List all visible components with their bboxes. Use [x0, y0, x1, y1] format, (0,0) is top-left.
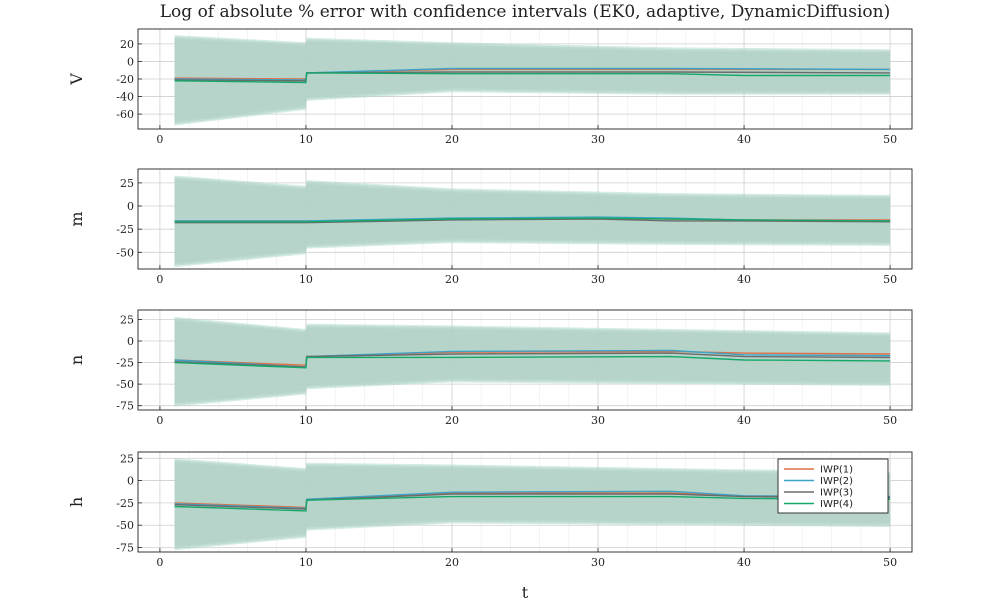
x-tick-label: 30: [591, 133, 605, 146]
x-tick-label: 40: [737, 273, 751, 286]
y-tick-label: -75: [116, 542, 134, 555]
ci-band-4: [174, 458, 891, 551]
axes-frame: [137, 451, 913, 553]
y-tick-label: -50: [116, 246, 134, 259]
plot-area: [174, 175, 891, 268]
ci-band-4: [174, 175, 891, 268]
x-tick-label: 50: [883, 133, 897, 146]
x-tick-label: 30: [591, 273, 605, 286]
panel-h: 0 10 20 30 40 50 25 0 -25 -50 -75 h: [67, 451, 913, 569]
x-tick-label: 20: [445, 414, 459, 427]
x-tick-label: 50: [883, 414, 897, 427]
y-tick-label: -75: [116, 400, 134, 413]
x-tick-label: 40: [737, 556, 751, 569]
series-line-IWP(3): [174, 218, 891, 224]
y-tick-label: -25: [116, 223, 134, 236]
y-tick-label: 25: [120, 177, 134, 190]
x-tick-label: 30: [591, 414, 605, 427]
x-tick-label: 50: [883, 273, 897, 286]
x-tick-label: 0: [156, 556, 163, 569]
series-line-IWP(4): [174, 72, 891, 84]
axes-frame: [137, 309, 913, 411]
y-tick-label: -25: [116, 357, 134, 370]
panels-group: 0 10 20 30 40 50 20 0 -20 -40 -60 V 0 10 20 30 40 50 25 0 -2…: [67, 28, 913, 569]
legend-entry: IWP(1): [820, 465, 853, 476]
y-tick-label: 0: [127, 335, 134, 348]
axes-frame: [137, 168, 913, 270]
chart-title: Log of absolute % error with confidence …: [160, 2, 890, 22]
legend-entry: IWP(3): [820, 488, 853, 499]
series-line-IWP(4): [174, 495, 891, 512]
y-tick-label: -50: [116, 519, 134, 532]
y-tick-label: 25: [120, 452, 134, 465]
series-line-IWP(3): [174, 71, 891, 82]
x-tick-label: 40: [737, 414, 751, 427]
x-tick-label: 10: [299, 133, 313, 146]
x-tick-label: 20: [445, 556, 459, 569]
y-tick-label: -40: [116, 91, 134, 104]
x-tick-label: 0: [156, 133, 163, 146]
y-tick-label: -25: [116, 497, 134, 510]
series-line-IWP(2): [174, 67, 891, 81]
legend-entry: IWP(2): [820, 476, 853, 487]
x-axis-label: t: [522, 583, 529, 600]
panel-m: 0 10 20 30 40 50 25 0 -25 -50 m: [67, 168, 913, 286]
x-tick-label: 20: [445, 273, 459, 286]
y-tick-label: 0: [127, 475, 134, 488]
y-tick-label: 0: [127, 55, 134, 68]
y-tick-label: 0: [127, 200, 134, 213]
series-line-IWP(4): [174, 355, 891, 369]
legend-entry: IWP(4): [820, 499, 853, 510]
plot-area: [174, 35, 891, 126]
panel-V: 0 10 20 30 40 50 20 0 -20 -40 -60 V: [67, 28, 913, 146]
y-tick-label: 20: [120, 38, 134, 51]
x-tick-label: 0: [156, 273, 163, 286]
ci-band-4: [174, 35, 891, 126]
x-tick-label: 10: [299, 414, 313, 427]
x-tick-label: 20: [445, 133, 459, 146]
x-tick-label: 50: [883, 556, 897, 569]
y-axis-label: h: [67, 497, 86, 507]
y-tick-label: -50: [116, 378, 134, 391]
panel-n: 0 10 20 30 40 50 25 0 -25 -50 -75 n: [67, 309, 913, 427]
legend: IWP(1)IWP(2)IWP(3)IWP(4): [777, 458, 889, 514]
ci-band-4: [174, 316, 891, 407]
plot-area: [174, 458, 891, 551]
x-tick-label: 10: [299, 273, 313, 286]
x-tick-label: 0: [156, 414, 163, 427]
plot-area: [174, 316, 891, 407]
y-tick-label: 25: [120, 313, 134, 326]
y-axis-label: m: [67, 211, 86, 226]
y-tick-label: -60: [116, 108, 134, 121]
series-line-IWP(4): [174, 217, 891, 223]
y-axis-label: V: [67, 73, 86, 86]
x-tick-label: 30: [591, 556, 605, 569]
y-tick-label: -20: [116, 73, 134, 86]
x-tick-label: 40: [737, 133, 751, 146]
x-tick-label: 10: [299, 556, 313, 569]
y-axis-label: n: [67, 355, 86, 365]
